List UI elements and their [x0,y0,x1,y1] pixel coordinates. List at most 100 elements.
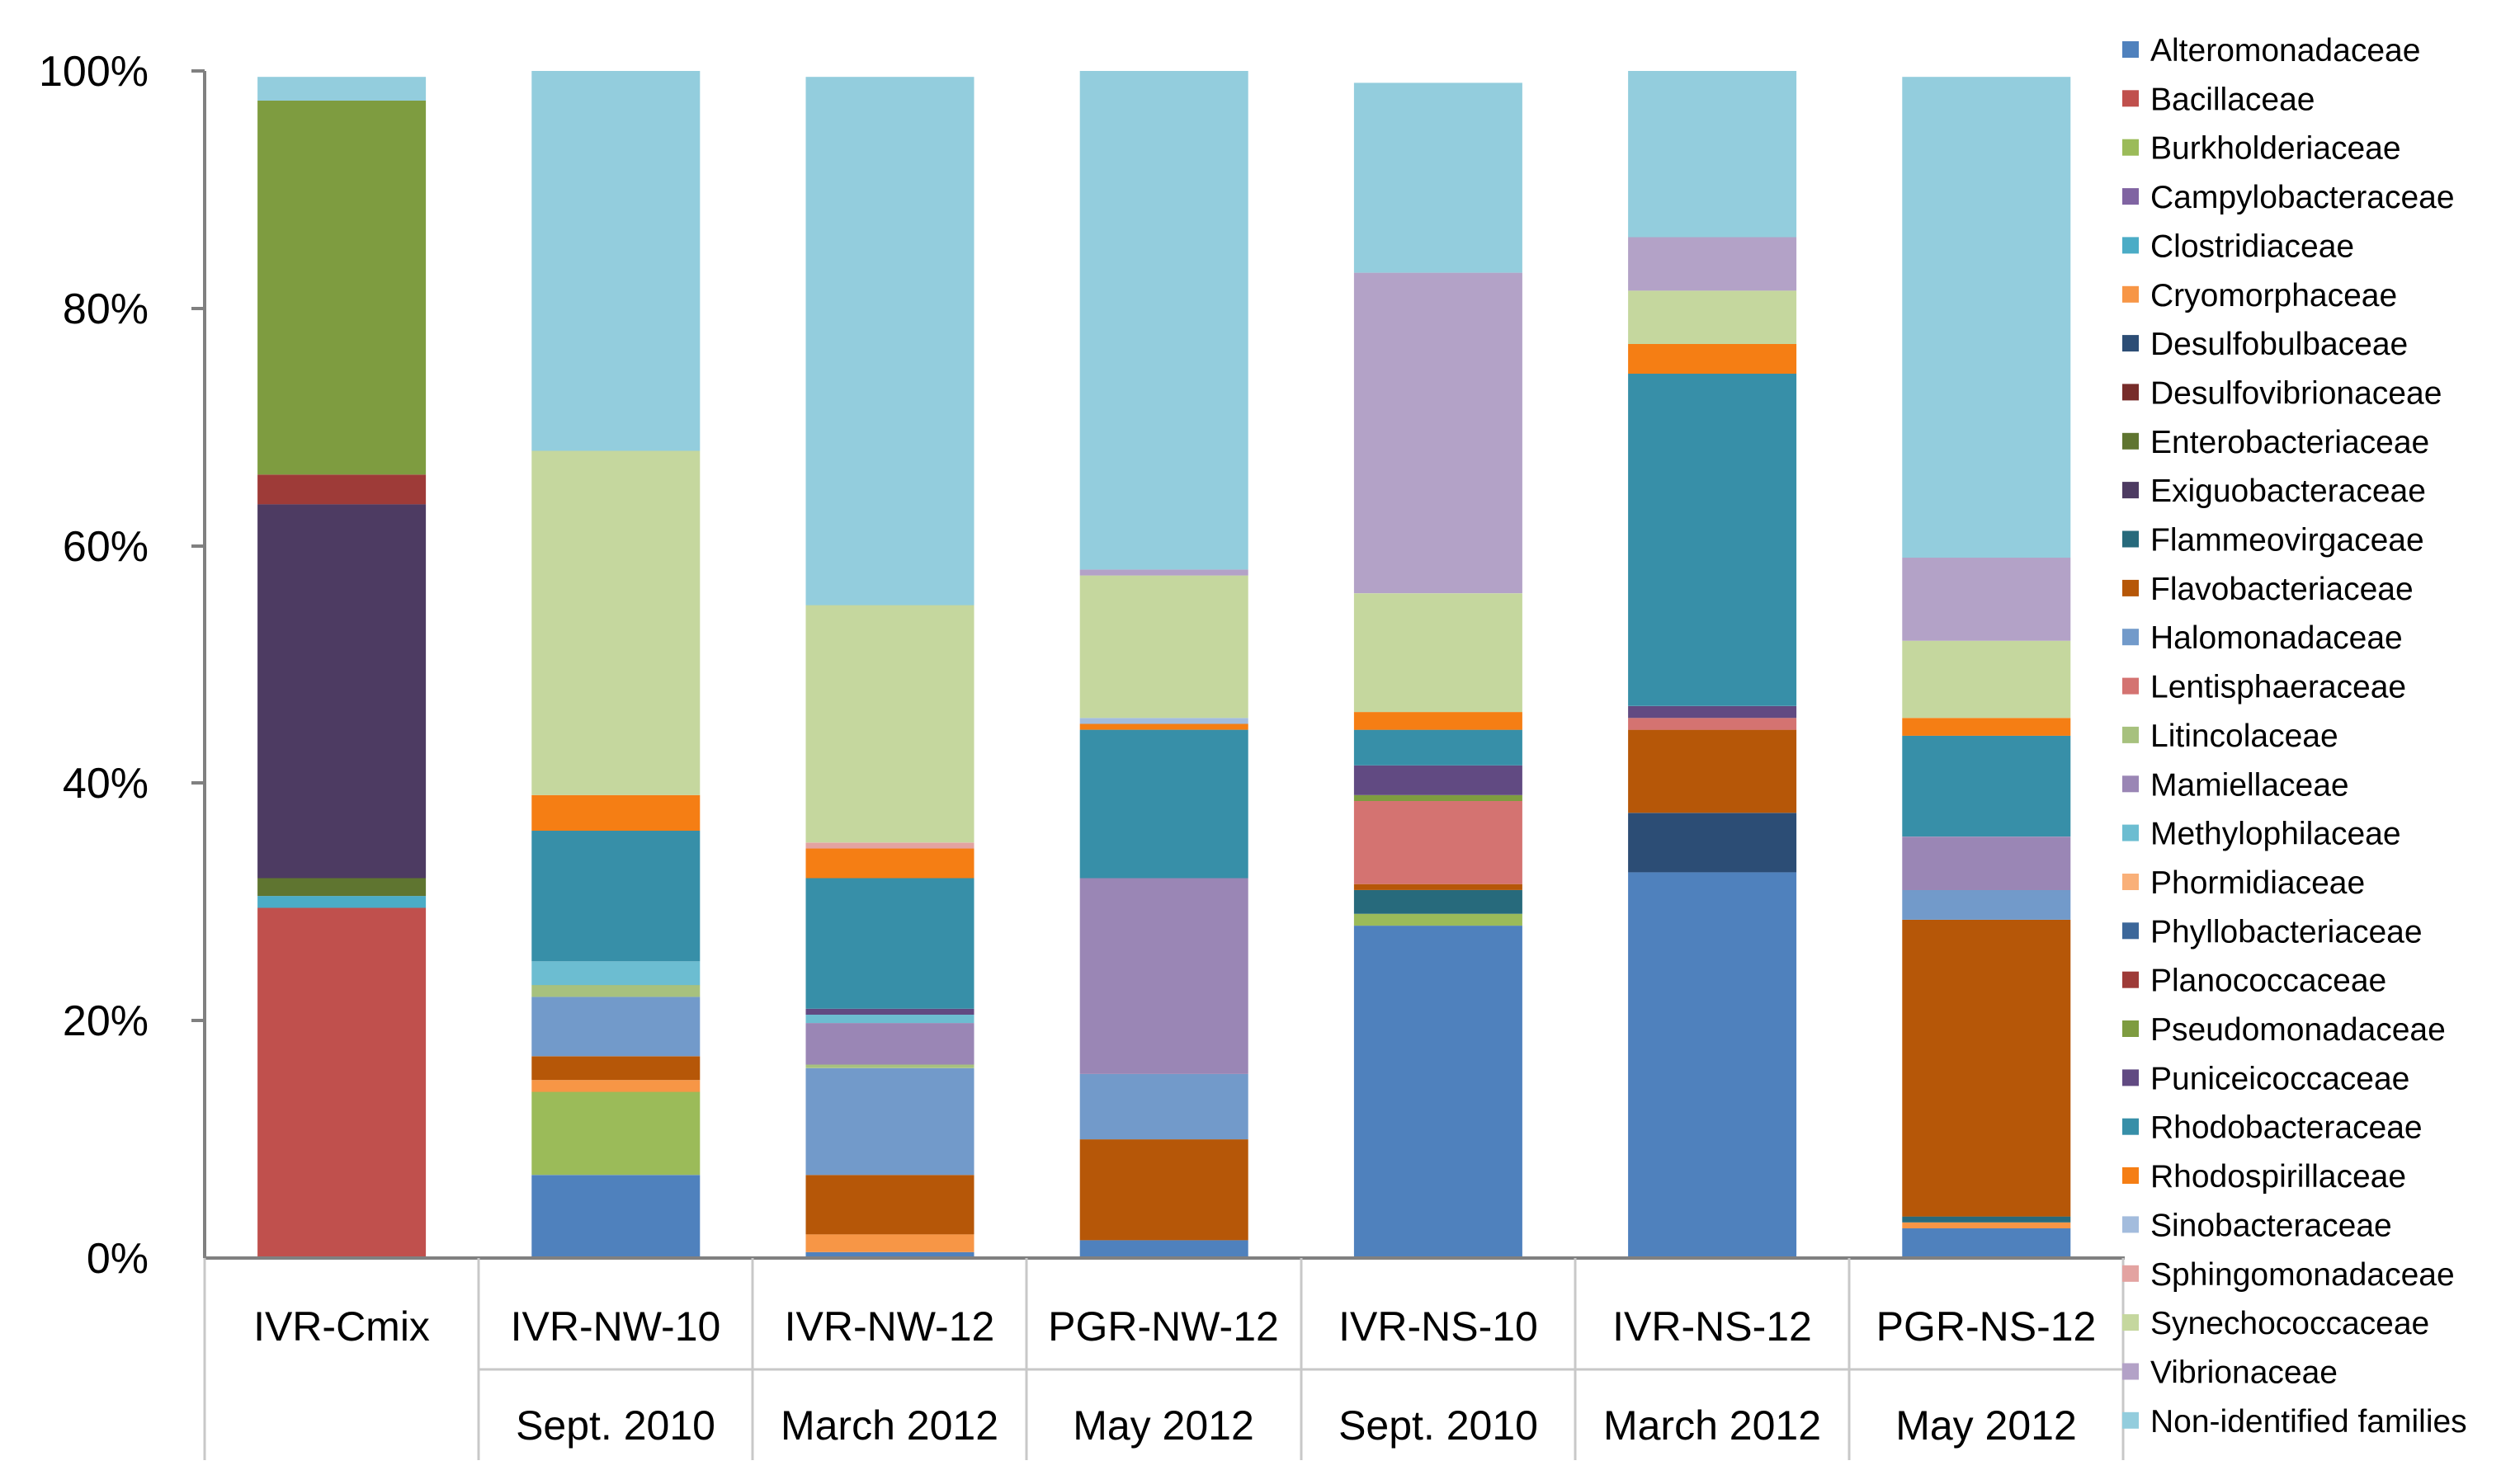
bar-segment-vibrionaceae [1353,272,1522,594]
bar-segment-pseudomonadaceae [1353,794,1522,801]
legend-label: Desulfovibrionaceae [2150,375,2442,411]
bar-segment-vibrionaceae [1628,237,1797,291]
bar-segment-puniceicoccaceae [1353,765,1522,795]
bar-segment-sphingomonadaceae [805,842,974,849]
bar-segment-halomonadaceae [531,997,701,1057]
legend-swatch [2122,726,2139,743]
bar-segment-halomonadaceae [805,1067,974,1176]
legend-swatch [2122,1069,2139,1086]
bar-segment-vibrionaceae [1079,569,1248,576]
date-label: May 2012 [1073,1402,1254,1449]
bar-segment-flammeovirgaceae [1353,889,1522,914]
bar-segment-synechococcaceae [531,450,701,795]
legend-swatch [2122,971,2139,988]
bars-layer [257,71,2071,1258]
legend-label: Phormidiaceae [2150,865,2365,901]
legend-label: Sinobacteraceae [2150,1208,2392,1243]
legend-label: Flavobacteriaceae [2150,572,2414,607]
bar-segment-non-identified-families [1628,71,1797,238]
y-axis-labels: 0% 20% 40% 60% 80% 100% [39,48,149,1283]
bar-segment-rhodospirillaceae [805,848,974,879]
legend-swatch [2122,482,2139,499]
bar-segment-non-identified-families [805,77,974,606]
bar-segment-non-identified-families [531,71,701,451]
bar-segment-rhodobacteraceae [1902,735,2071,837]
bar-segment-flavobacteriaceae [805,1175,974,1235]
legend-label: Cryomorphaceae [2150,278,2397,313]
legend-swatch [2122,41,2139,58]
bar-segment-flavobacteriaceae [1079,1139,1248,1241]
y-tick-label: 20% [63,997,149,1045]
bar-segment-non-identified-families [1902,77,2071,558]
bar-segment-puniceicoccaceae [1628,705,1797,719]
legend-label: Mamiellaceae [2150,767,2349,803]
bar-segment-rhodospirillaceae [531,794,701,831]
bar-segment-flavobacteriaceae [1353,884,1522,890]
bar-segment-synechococcaceae [1353,593,1522,713]
y-tick-label: 40% [63,760,149,808]
bar-segment-flavobacteriaceae [1902,919,2071,1217]
legend-label: Synechococcaceae [2150,1306,2429,1341]
category-label-table: IVR-Cmix IVR-NW-10 IVR-NW-12 PGR-NW-12 I… [203,1258,2125,1460]
legend-swatch [2122,188,2139,205]
date-label: March 2012 [1603,1402,1821,1449]
bar-segment-alteromonadaceae [1353,926,1522,1258]
bar-segment-cryomorphaceae [1902,1222,2071,1228]
legend-swatch [2122,1167,2139,1184]
legend-swatch [2122,432,2139,450]
bar-segment-bacillaceae [257,907,427,1258]
legend-label: Vibrionaceae [2150,1355,2338,1391]
legend-swatch [2122,1411,2139,1429]
bar-segment-halomonadaceae [1902,889,2071,920]
legend-label: Puniceicoccaceae [2150,1061,2409,1096]
legend-swatch [2122,922,2139,940]
legend-swatch [2122,1314,2139,1331]
legend-label: Pseudomonadaceae [2150,1012,2446,1048]
category-label: IVR-NS-10 [1338,1303,1538,1350]
bar-segment-mamiellaceae [805,1023,974,1065]
bar-segment-lentisphaeraceae [1628,718,1797,730]
legend-swatch [2122,1265,2139,1282]
legend-swatch [2122,237,2139,254]
bar-segment-exiguobacteraceae [257,504,427,879]
bar-segment-pseudomonadaceae [257,101,427,475]
bar-segment-sinobacteraceae [1079,718,1248,724]
legend-label: Alteromonadaceae [2150,33,2420,68]
legend-swatch [2122,1363,2139,1380]
bar-segment-flavobacteriaceae [1628,729,1797,813]
legend-label: Burkholderiaceae [2150,131,2401,167]
bar-segment-synechococcaceae [1628,290,1797,344]
legend-label: Exiguobacteraceae [2150,474,2426,509]
category-label: PGR-NS-12 [1876,1303,2097,1350]
bar-segment-desulfobulbaceae [1628,813,1797,873]
bar-segment-alteromonadaceae [1902,1228,2071,1258]
legend-label: Campylobacteraceae [2150,180,2455,215]
bar-segment-rhodospirillaceae [1628,344,1797,374]
legend-label: Flammeovirgaceae [2150,523,2424,558]
legend-label: Enterobacteriaceae [2150,425,2429,460]
bar-segment-lentisphaeraceae [1353,801,1522,884]
legend-label: Phyllobacteriaceae [2150,914,2423,950]
bar-segment-rhodospirillaceae [1353,712,1522,730]
legend-label: Lentisphaeraceae [2150,670,2406,705]
legend-label: Clostridiaceae [2150,229,2354,264]
bar-segment-rhodospirillaceae [1079,723,1248,730]
date-label: Sept. 2010 [1338,1402,1538,1449]
bar-segment-non-identified-families [1079,71,1248,570]
category-label: PGR-NW-12 [1048,1303,1279,1350]
legend-swatch [2122,874,2139,890]
legend-label: Desulfobulbaceae [2150,327,2408,362]
legend-label: Rhodospirillaceae [2150,1159,2406,1195]
bar-segment-rhodobacteraceae [531,831,701,962]
y-tick-label: 0% [87,1235,149,1283]
bar-segment-burkholderiaceae [1353,913,1522,926]
bar-segment-synechococcaceae [805,605,974,843]
bar-segment-alteromonadaceae [531,1175,701,1258]
bar-segment-vibrionaceae [1902,558,2071,641]
category-label: IVR-Cmix [253,1303,430,1350]
legend-label: Bacillaceae [2150,82,2315,117]
legend-swatch [2122,677,2139,695]
bar-segment-rhodobacteraceae [1628,373,1797,706]
bar-segment-litincolaceae [805,1064,974,1068]
